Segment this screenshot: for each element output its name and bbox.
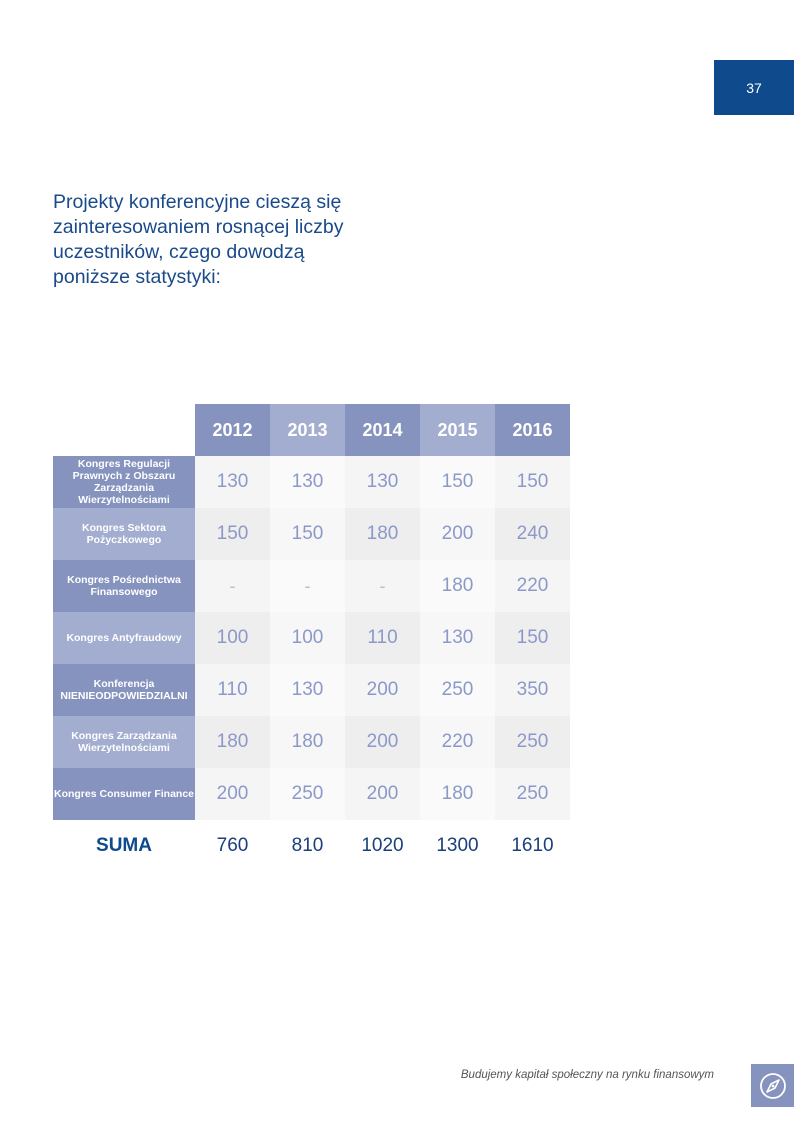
footer-icon-box bbox=[751, 1064, 794, 1107]
table-corner bbox=[53, 404, 195, 456]
page-number: 37 bbox=[746, 79, 762, 96]
sum-value: 1610 bbox=[495, 820, 570, 872]
row-label: Kongres Consumer Finance bbox=[53, 768, 195, 820]
table-cell: 200 bbox=[195, 768, 270, 820]
sum-value: 1300 bbox=[420, 820, 495, 872]
sum-label: SUMA bbox=[53, 820, 195, 872]
row-label: Konferencja NIENIEODPOWIEDZIALNI bbox=[53, 664, 195, 716]
sum-row: SUMA 760 810 1020 1300 1610 bbox=[53, 820, 570, 872]
intro-text: Projekty konferencyjne cieszą się zainte… bbox=[53, 191, 344, 288]
table-row: Kongres Consumer Finance 200 250 200 180… bbox=[53, 768, 570, 820]
table-cell: 180 bbox=[345, 508, 420, 560]
year-header-row: 2012 2013 2014 2015 2016 bbox=[53, 404, 570, 456]
table-cell: - bbox=[345, 560, 420, 612]
table-row: Kongres Sektora Pożyczkowego 150 150 180… bbox=[53, 508, 570, 560]
year-header: 2016 bbox=[495, 404, 570, 456]
table-cell: 200 bbox=[345, 716, 420, 768]
year-header: 2012 bbox=[195, 404, 270, 456]
table-cell: 220 bbox=[420, 716, 495, 768]
table-cell: 150 bbox=[420, 456, 495, 508]
year-header: 2014 bbox=[345, 404, 420, 456]
table-cell: - bbox=[270, 560, 345, 612]
table-cell: 110 bbox=[345, 612, 420, 664]
row-label: Kongres Antyfraudowy bbox=[53, 612, 195, 664]
table-cell: 350 bbox=[495, 664, 570, 716]
compass-icon bbox=[759, 1072, 786, 1099]
year-header: 2015 bbox=[420, 404, 495, 456]
table-cell: - bbox=[195, 560, 270, 612]
table-cell: 100 bbox=[270, 612, 345, 664]
table-cell: 150 bbox=[270, 508, 345, 560]
table-cell: 220 bbox=[495, 560, 570, 612]
table-cell: 180 bbox=[420, 768, 495, 820]
table-row: Kongres Antyfraudowy 100 100 110 130 150 bbox=[53, 612, 570, 664]
sum-value: 810 bbox=[270, 820, 345, 872]
table-cell: 200 bbox=[420, 508, 495, 560]
row-label: Kongres Sektora Pożyczkowego bbox=[53, 508, 195, 560]
table-cell: 150 bbox=[195, 508, 270, 560]
table-cell: 130 bbox=[270, 456, 345, 508]
page-number-tab: 37 bbox=[714, 60, 794, 115]
table-cell: 180 bbox=[270, 716, 345, 768]
row-label: Kongres Regulacji Prawnych z Obszaru Zar… bbox=[53, 456, 195, 508]
table-cell: 250 bbox=[495, 768, 570, 820]
table-row: Konferencja NIENIEODPOWIEDZIALNI 110 130… bbox=[53, 664, 570, 716]
table-row: Kongres Zarządzania Wierzytelnościami 18… bbox=[53, 716, 570, 768]
sum-value: 1020 bbox=[345, 820, 420, 872]
table-cell: 110 bbox=[195, 664, 270, 716]
table-cell: 130 bbox=[420, 612, 495, 664]
conference-stats-table: 2012 2013 2014 2015 2016 Kongres Regulac… bbox=[53, 404, 570, 872]
table-cell: 150 bbox=[495, 456, 570, 508]
table-cell: 200 bbox=[345, 768, 420, 820]
table-cell: 180 bbox=[420, 560, 495, 612]
row-label: Kongres Zarządzania Wierzytelnościami bbox=[53, 716, 195, 768]
table-cell: 100 bbox=[195, 612, 270, 664]
table-cell: 200 bbox=[345, 664, 420, 716]
table-cell: 150 bbox=[495, 612, 570, 664]
row-label: Kongres Pośrednictwa Finansowego bbox=[53, 560, 195, 612]
table-row: Kongres Pośrednictwa Finansowego - - - 1… bbox=[53, 560, 570, 612]
table-cell: 180 bbox=[195, 716, 270, 768]
table-cell: 250 bbox=[420, 664, 495, 716]
table-row: Kongres Regulacji Prawnych z Obszaru Zar… bbox=[53, 456, 570, 508]
year-header: 2013 bbox=[270, 404, 345, 456]
table-cell: 130 bbox=[345, 456, 420, 508]
table-cell: 250 bbox=[495, 716, 570, 768]
table-cell: 250 bbox=[270, 768, 345, 820]
table-cell: 130 bbox=[195, 456, 270, 508]
table-cell: 130 bbox=[270, 664, 345, 716]
sum-value: 760 bbox=[195, 820, 270, 872]
footer-tagline: Budujemy kapitał społeczny na rynku fina… bbox=[460, 1069, 714, 1081]
table-cell: 240 bbox=[495, 508, 570, 560]
